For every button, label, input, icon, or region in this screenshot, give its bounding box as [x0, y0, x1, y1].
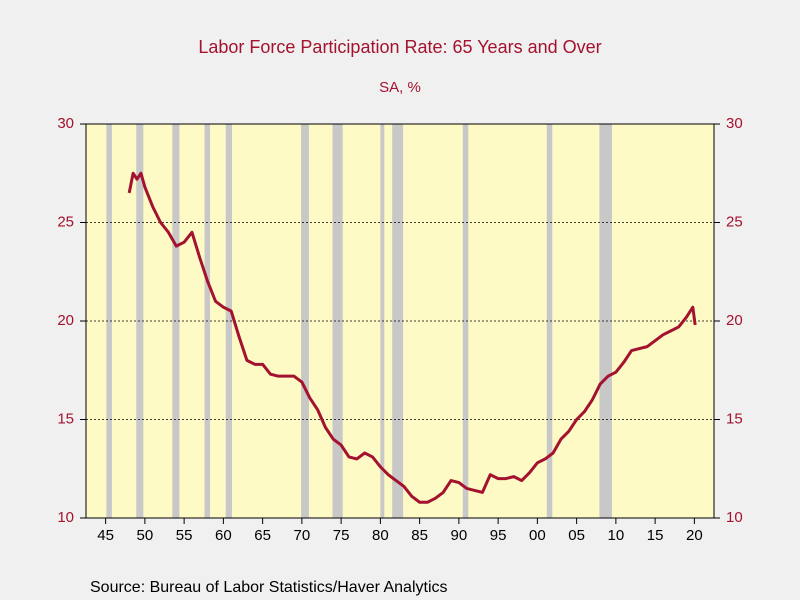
chart-subtitle: SA, %	[379, 79, 421, 96]
recession-band	[225, 124, 233, 518]
recession-band	[462, 124, 469, 518]
x-tick-label: 90	[451, 527, 468, 544]
x-tick-label: 50	[137, 527, 154, 544]
source-note: Source: Bureau of Labor Statistics/Haver…	[90, 579, 448, 596]
x-tick-label: 85	[411, 527, 428, 544]
y-tick-label: 30	[57, 115, 74, 132]
y2-tick-label: 15	[726, 410, 743, 427]
recession-band	[106, 124, 112, 518]
x-tick-label: 70	[294, 527, 311, 544]
x-tick-label: 55	[176, 527, 193, 544]
y2-tick-label: 30	[726, 115, 743, 132]
y-tick-label: 15	[57, 410, 74, 427]
x-tick-label: 75	[333, 527, 350, 544]
x-tick-label: 15	[647, 527, 664, 544]
x-tick-label: 45	[97, 527, 114, 544]
recession-band	[392, 124, 404, 518]
recession-band	[301, 124, 309, 518]
y2-tick-label: 20	[726, 312, 743, 329]
y2-tick-label: 10	[726, 509, 743, 526]
x-tick-label: 00	[529, 527, 546, 544]
y-tick-label: 25	[57, 213, 74, 230]
plot-frame	[85, 123, 715, 519]
x-tick-label: 60	[215, 527, 232, 544]
chart-title: Labor Force Participation Rate: 65 Years…	[198, 37, 601, 57]
y2-tick-label: 25	[726, 213, 743, 230]
x-tick-label: 10	[608, 527, 625, 544]
y-tick-label: 20	[57, 312, 74, 329]
x-tick-label: 80	[372, 527, 389, 544]
x-tick-label: 95	[490, 527, 507, 544]
y-tick-label: 10	[57, 509, 74, 526]
x-tick-label: 20	[686, 527, 703, 544]
x-tick-label: 05	[568, 527, 585, 544]
recession-band	[546, 124, 553, 518]
recession-band	[332, 124, 343, 518]
data-line	[127, 171, 697, 504]
x-tick-label: 65	[254, 527, 271, 544]
